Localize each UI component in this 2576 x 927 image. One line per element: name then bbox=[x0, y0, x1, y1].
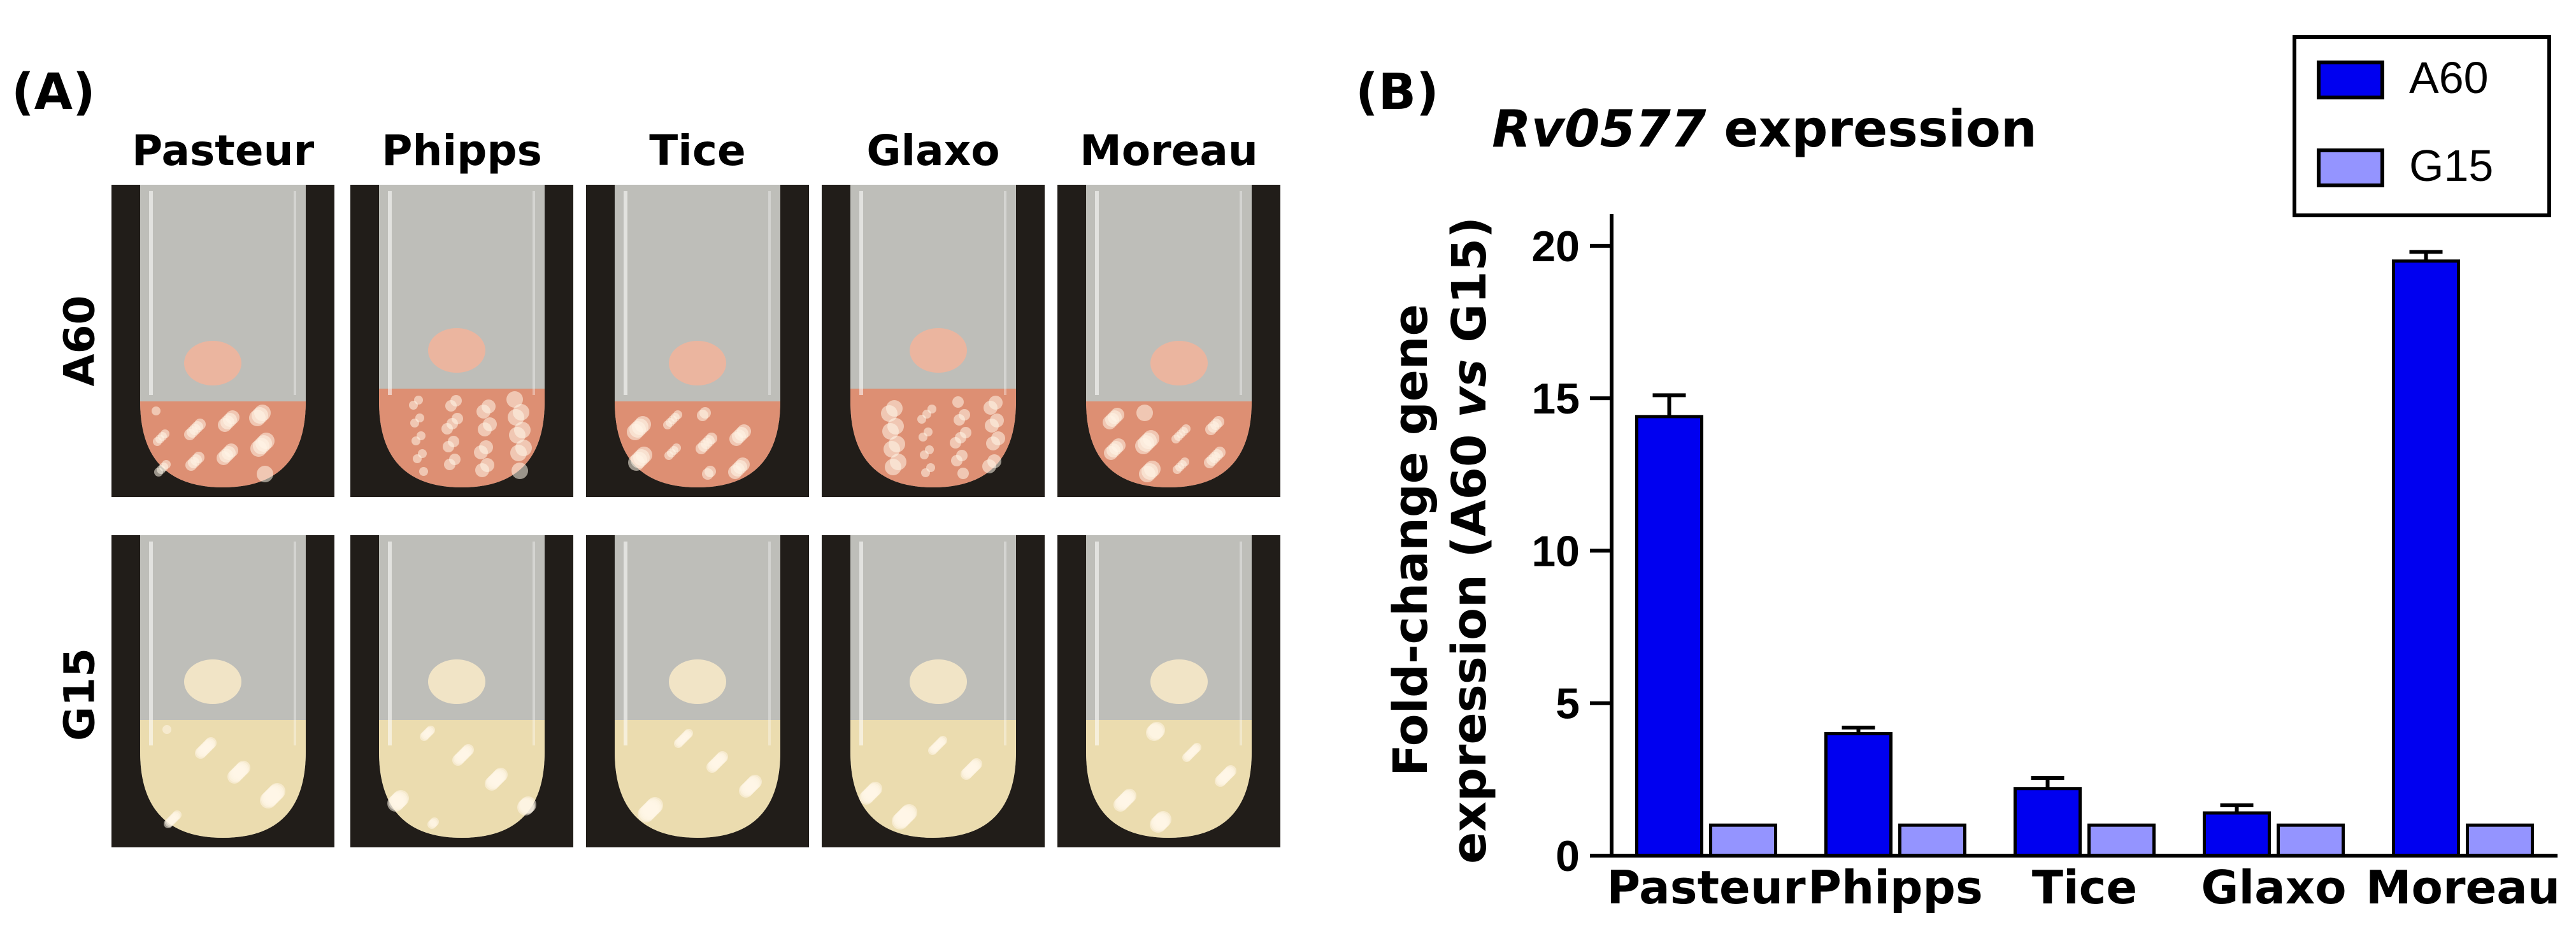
error-bar-a60-moreau bbox=[2409, 250, 2443, 261]
photo-pasteur-g15 bbox=[111, 535, 334, 847]
bars-layer bbox=[1635, 250, 2534, 858]
bar-g15-pasteur bbox=[1709, 823, 1777, 858]
legend-swatch-a60 bbox=[2317, 61, 2384, 99]
error-bar-a60-phipps bbox=[1842, 726, 1875, 734]
x-tick-label-glaxo: Glaxo bbox=[2201, 861, 2346, 914]
error-bar-a60-pasteur bbox=[1652, 393, 1686, 417]
x-tick-label-moreau: Moreau bbox=[2366, 861, 2560, 914]
panel-b-label: (B) bbox=[1356, 64, 1439, 121]
panel-a-label: (A) bbox=[11, 64, 96, 121]
bar-a60-moreau bbox=[2392, 259, 2460, 858]
y-tick-label-15: 15 bbox=[1531, 375, 1580, 423]
legend: A60 G15 bbox=[2293, 35, 2551, 217]
y-axis-label-line1: Fold-change gene bbox=[1384, 304, 1438, 777]
x-tick-label-phipps: Phipps bbox=[1808, 861, 1983, 914]
photo-glaxo-g15 bbox=[822, 535, 1045, 847]
y-axis-label-part1: expression (A60 bbox=[1442, 418, 1497, 864]
chart-title-gene: Rv0577 bbox=[1492, 99, 1707, 159]
chart-title-rest: expression bbox=[1707, 99, 2037, 159]
bar-g15-tice bbox=[2087, 823, 2156, 858]
y-axis-label: Fold-change gene expression (A60 vs G15) bbox=[1384, 217, 1497, 864]
bar-a60-phipps bbox=[1824, 732, 1893, 858]
bar-a60-glaxo bbox=[2203, 811, 2271, 858]
photo-glaxo-a60 bbox=[822, 185, 1045, 497]
y-tick-label-20: 20 bbox=[1531, 222, 1580, 271]
legend-label-a60: A60 bbox=[2409, 53, 2489, 103]
x-tick-label-pasteur: Pasteur bbox=[1606, 861, 1806, 914]
photo-moreau-a60 bbox=[1057, 185, 1280, 497]
bar-a60-tice bbox=[2014, 787, 2082, 858]
y-tick-label-5: 5 bbox=[1556, 680, 1580, 728]
photo-tice-a60 bbox=[586, 185, 809, 497]
photo-tice-g15 bbox=[586, 535, 809, 847]
error-bar-a60-tice bbox=[2031, 775, 2064, 789]
photo-phipps-g15 bbox=[350, 535, 573, 847]
y-axis-label-part2: G15) bbox=[1442, 217, 1497, 359]
column-label-tice: Tice bbox=[649, 126, 746, 175]
photo-phipps-a60 bbox=[350, 185, 573, 497]
legend-swatch-g15 bbox=[2317, 148, 2384, 187]
x-tick-label-tice: Tice bbox=[2032, 861, 2137, 914]
bar-a60-pasteur bbox=[1635, 415, 1703, 858]
axes-layer: Pasteur Phipps Tice Glaxo Moreau 0 5 10 15 20 bbox=[1531, 214, 2560, 914]
column-label-pasteur: Pasteur bbox=[131, 126, 315, 175]
photo-pasteur-a60 bbox=[111, 185, 334, 497]
bar-g15-glaxo bbox=[2277, 823, 2345, 858]
bar-g15-moreau bbox=[2466, 823, 2534, 858]
column-label-phipps: Phipps bbox=[382, 126, 542, 175]
column-label-moreau: Moreau bbox=[1080, 126, 1258, 175]
y-tick-label-0: 0 bbox=[1556, 832, 1580, 880]
legend-label-g15: G15 bbox=[2409, 141, 2493, 190]
photo-moreau-g15 bbox=[1057, 535, 1280, 847]
y-tick-label-10: 10 bbox=[1531, 527, 1580, 575]
bar-g15-phipps bbox=[1898, 823, 1966, 858]
y-axis-label-vs: vs bbox=[1442, 359, 1497, 417]
error-bar-a60-glaxo bbox=[2220, 803, 2254, 813]
chart-title: Rv0577 expression bbox=[1492, 99, 2037, 159]
column-label-glaxo: Glaxo bbox=[866, 126, 1000, 175]
y-axis-label-line2: expression (A60 vs G15) bbox=[1442, 217, 1497, 864]
